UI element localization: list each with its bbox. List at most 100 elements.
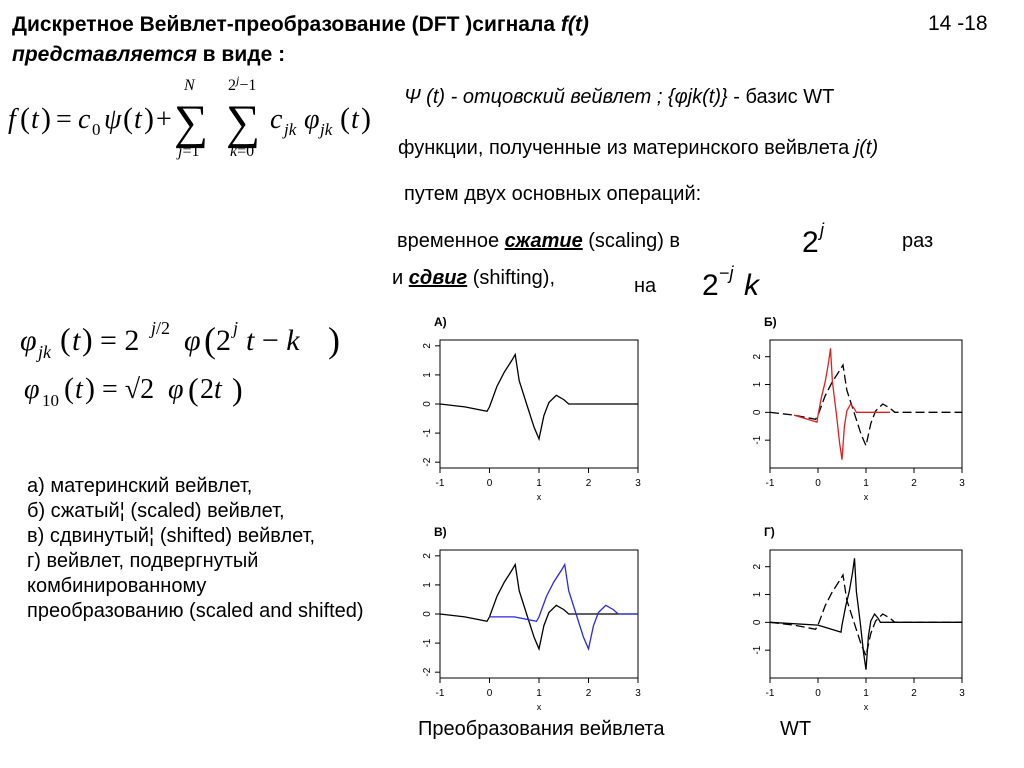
svg-text:(: ( (64, 372, 74, 405)
chart-d: Г) -1 0 1 2 3 x -1 0 1 2 (752, 525, 965, 712)
chart-b: Б) -1 0 1 2 3 x -1 0 1 2 (752, 315, 965, 502)
svg-text:φ: φ (184, 324, 201, 357)
scaling-prefix: временное (397, 230, 505, 252)
phi-10-formula: φ 10 ( t ) = √2 φ ( 2t ) (22, 366, 262, 417)
series-line-1 (769, 363, 962, 448)
phi-10-svg: φ 10 ( t ) = √2 φ ( 2t ) (24, 371, 243, 410)
x-axis-label: x (864, 702, 869, 712)
list-item: в) сдвинутый¦ (shifted) вейвлет, (27, 525, 316, 547)
svg-text:t: t (72, 324, 81, 357)
scaling-suffix: (scaling) в (582, 230, 681, 252)
slide-number: 14 -18 (928, 12, 988, 35)
svg-text:φ: φ (20, 324, 37, 357)
svg-text:c: c (78, 104, 91, 135)
svg-text:): ) (232, 371, 243, 407)
series-line-2 (793, 348, 890, 460)
x-tick-label: 3 (635, 478, 641, 489)
x-tick-label: -1 (766, 478, 775, 489)
y-tick-label: -1 (422, 428, 433, 437)
caption-right: WT (780, 718, 812, 740)
scale-factor-formula: 2 j (800, 220, 850, 267)
svg-text:=: = (56, 104, 72, 135)
svg-text:(: ( (123, 102, 133, 135)
y-tick-label: 2 (422, 553, 433, 559)
svg-text:): ) (328, 320, 340, 360)
plot-frame (769, 339, 963, 469)
svg-text:j: j (817, 222, 825, 240)
x-tick-label: 2 (586, 478, 592, 489)
x-axis-label: x (537, 702, 542, 712)
svg-text:t: t (31, 104, 40, 135)
x-tick-label: 1 (536, 478, 542, 489)
title-prefix: Дискретное Вейвлет-преобразование (DFT )… (12, 13, 561, 36)
svg-text:2t: 2t (200, 374, 223, 405)
y-tick-label: -2 (422, 457, 433, 466)
y-tick-label: -1 (752, 645, 763, 654)
svg-text:(: ( (20, 102, 30, 135)
svg-text:2j−1: 2j−1 (228, 73, 256, 94)
svg-text:φ: φ (304, 104, 320, 135)
y-tick-label: 1 (422, 582, 433, 588)
svg-text:t: t (75, 374, 84, 405)
svg-text:): ) (144, 102, 154, 135)
svg-text:N: N (183, 77, 196, 94)
caption-left: Преобразования вейвлета (418, 718, 665, 740)
list-item: б) сжатый¦ (scaled) вейвлет, (27, 500, 285, 522)
svg-text:j/2: j/2 (149, 318, 170, 338)
chart-title: Б) (764, 315, 777, 329)
psi-line: Ψ (t) - отцовский вейвлет ; {φjk(t)} - б… (404, 86, 834, 109)
chart-a: А) -1 0 1 2 3 x -2 -1 0 1 2 (422, 315, 641, 502)
svg-text:jk: jk (36, 342, 52, 362)
title-fx: f(t) (560, 13, 589, 36)
x-tick-label: 3 (635, 688, 641, 699)
svg-text:∑: ∑ (174, 96, 208, 149)
operations-line: путем двух основных операций: (404, 183, 702, 205)
functions-line: функции, полученные из материнского вейв… (398, 137, 878, 160)
shift-prefix: и (392, 267, 409, 289)
chart-title: Г) (764, 525, 775, 539)
x-tick-label: 0 (815, 478, 821, 489)
x-axis-label: x (864, 492, 869, 502)
svg-text:k=0: k=0 (230, 143, 254, 160)
svg-text:jk: jk (282, 120, 297, 139)
svg-text:(: ( (340, 102, 350, 135)
series-line-1 (769, 573, 962, 658)
svg-text:0: 0 (92, 120, 101, 139)
x-tick-label: -1 (436, 478, 445, 489)
y-tick-label: -1 (422, 638, 433, 647)
main-formula: f ( t ) = c 0 ψ ( t ) + N ∑ j=1 2j−1 ∑ k… (6, 70, 378, 167)
scale-factor-svg: 2 j (802, 220, 825, 259)
svg-text:f: f (8, 104, 19, 135)
y-tick-label: 0 (752, 409, 763, 415)
list-item: г) вейвлет, подвергнутый комбинированном… (27, 550, 364, 622)
svg-text:(: ( (60, 321, 71, 357)
y-tick-label: 0 (752, 619, 763, 625)
svg-text:): ) (361, 102, 371, 135)
shift-suffix: (shifting), (467, 267, 556, 289)
functions-line-italic: j(t) (854, 137, 879, 159)
x-tick-label: -1 (436, 688, 445, 699)
svg-text:jk: jk (318, 120, 333, 139)
x-tick-label: 2 (586, 688, 592, 699)
chart-title: А) (434, 315, 447, 329)
title-line2-rest: в виде : (196, 43, 286, 66)
y-tick-label: 1 (752, 591, 763, 597)
svg-text:(: ( (188, 371, 199, 407)
svg-text:c: c (270, 104, 283, 135)
svg-text:+: + (156, 104, 172, 135)
y-tick-label: -1 (752, 435, 763, 444)
x-tick-label: 0 (487, 478, 493, 489)
on-word: на (634, 275, 657, 297)
x-tick-label: 0 (815, 688, 821, 699)
svg-text:(: ( (204, 320, 216, 360)
y-tick-label: 0 (422, 611, 433, 617)
main-formula-svg: f ( t ) = c 0 ψ ( t ) + N ∑ j=1 2j−1 ∑ k… (8, 73, 371, 160)
svg-text:= √2: = √2 (102, 374, 154, 405)
phi-jk-formula: φ jk ( t ) = 2 j/2 φ ( 2 j t − k ) (18, 314, 348, 369)
list-item: а) материнский вейвлет, (27, 475, 253, 497)
wavelet-list: а) материнский вейвлет, б) сжатый¦ (scal… (27, 474, 367, 624)
x-tick-label: 2 (911, 688, 917, 699)
times-word: раз (902, 230, 934, 252)
psi-line-italic: Ψ (t) - отцовский вейвлет ; {φjk(t)} (404, 86, 728, 108)
shift-factor-formula: 2 −j k (700, 263, 780, 310)
